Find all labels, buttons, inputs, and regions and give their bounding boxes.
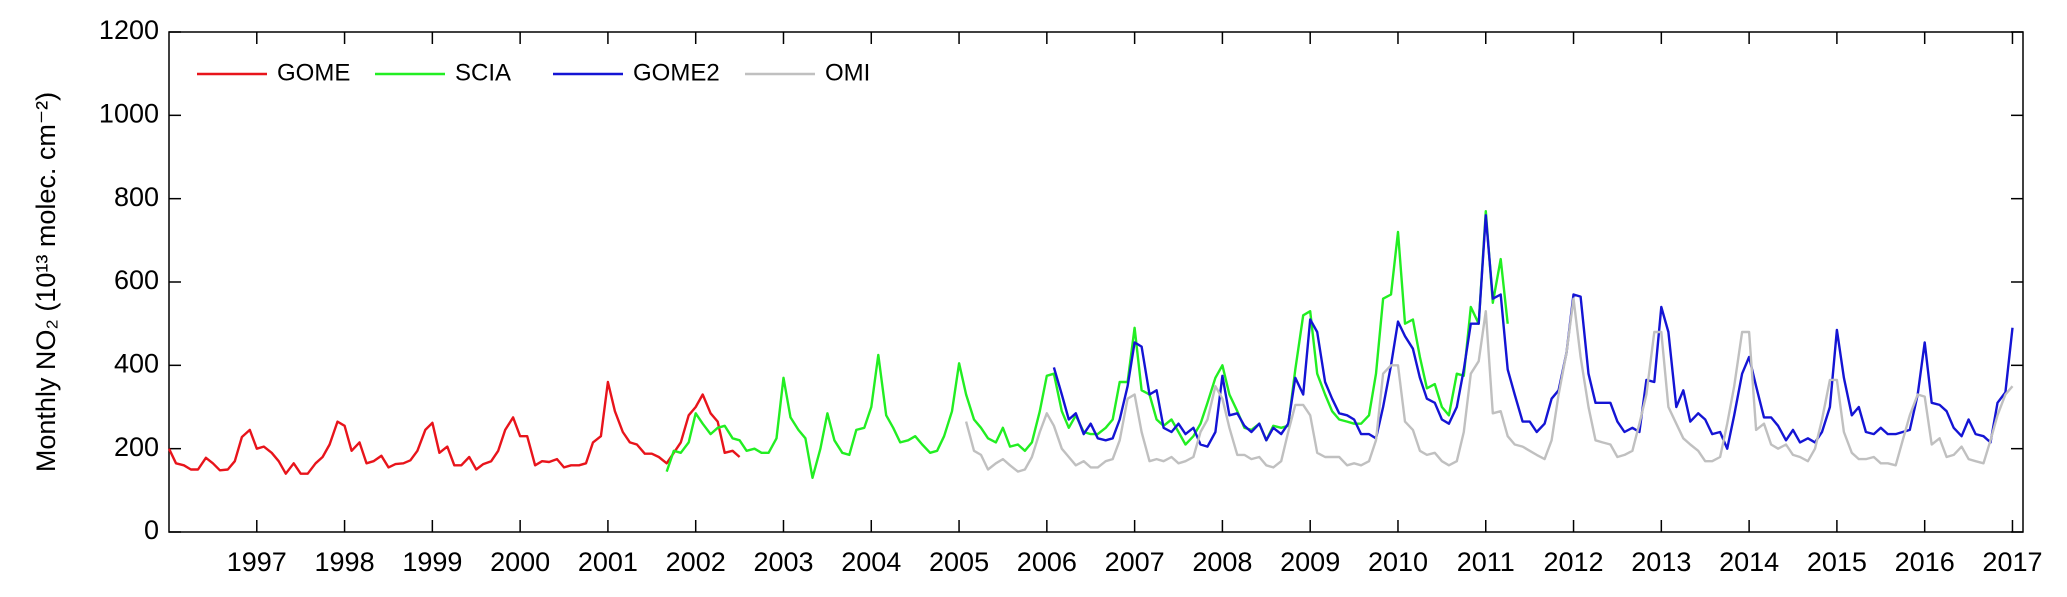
x-tick-label: 1998 (315, 547, 375, 577)
x-tick-label: 2000 (490, 547, 550, 577)
y-tick-label: 600 (114, 265, 159, 295)
x-tick-label: 2004 (841, 547, 901, 577)
y-tick-label: 1000 (99, 98, 159, 128)
x-tick-label: 2002 (666, 547, 726, 577)
x-tick-label: 2011 (1457, 547, 1515, 577)
x-tick-label: 1999 (402, 547, 462, 577)
y-tick-label: 0 (144, 515, 159, 545)
legend-label: OMI (825, 59, 870, 86)
x-tick-label: 2016 (1895, 547, 1955, 577)
series-line (665, 210, 1509, 479)
legend-label: SCIA (455, 59, 511, 86)
plot-frame (168, 31, 2024, 533)
x-tick-label: 2014 (1719, 547, 1779, 577)
x-tick-label: 2005 (929, 547, 989, 577)
x-tick-label: 2007 (1105, 547, 1165, 577)
x-tick-label: 1997 (227, 547, 287, 577)
x-tick-label: 2001 (578, 547, 638, 577)
x-tick-label: 2008 (1192, 547, 1252, 577)
y-axis-label: Monthly NO₂ (10¹³ molec. cm⁻²) (31, 92, 61, 472)
x-tick-label: 2003 (753, 547, 813, 577)
legend-label: GOME2 (633, 59, 720, 86)
x-tick-label: 2017 (1982, 547, 2042, 577)
y-tick-label: 1200 (99, 15, 159, 45)
series-line (1052, 214, 2014, 450)
series-line (167, 380, 741, 475)
y-tick-label: 200 (114, 432, 159, 462)
x-tick-label: 2013 (1631, 547, 1691, 577)
y-tick-label: 800 (114, 182, 159, 212)
x-tick-label: 2010 (1368, 547, 1428, 577)
series-line (964, 297, 2014, 473)
x-tick-label: 2006 (1017, 547, 1077, 577)
legend-label: GOME (277, 59, 350, 86)
x-tick-label: 2012 (1544, 547, 1604, 577)
x-tick-label: 2015 (1807, 547, 1867, 577)
y-tick-label: 400 (114, 348, 159, 378)
x-tick-label: 2009 (1280, 547, 1340, 577)
